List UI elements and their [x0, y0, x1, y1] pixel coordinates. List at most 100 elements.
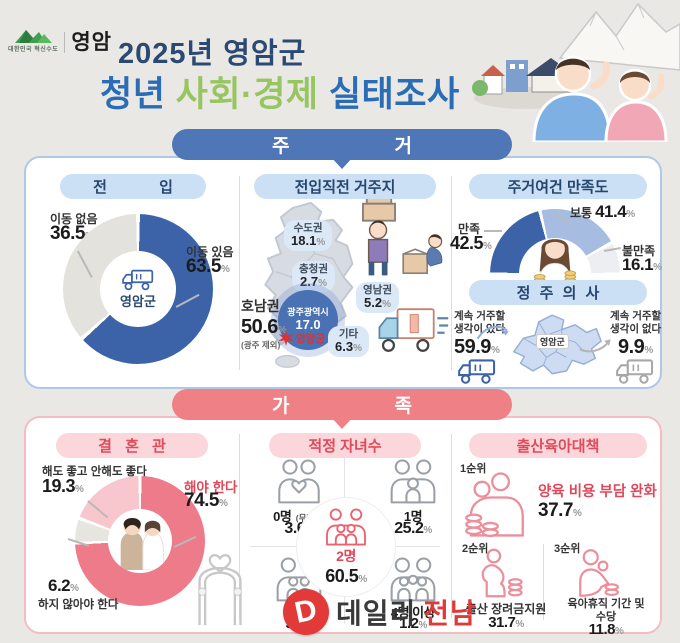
wedding-couple-illustration	[120, 517, 165, 570]
yeongam-marker: 영암군	[278, 330, 325, 346]
wedding-arch-icon	[198, 554, 242, 626]
divider	[239, 176, 240, 370]
childcare-rank2-value: 31.7%	[488, 614, 524, 631]
family-with-coins-icon	[465, 472, 524, 538]
title-youth: 청년	[100, 75, 166, 114]
children-2-highlight: 2명 60.5%	[296, 497, 396, 597]
region-chungcheong-value: 2.7%	[300, 274, 327, 290]
moving-truck-illustration	[378, 308, 449, 352]
section-band-family: 가 족	[172, 389, 512, 429]
region-honam-value: 50.6%	[241, 316, 287, 338]
woman-with-money-illustration	[533, 239, 577, 284]
couple-village-illustration	[472, 2, 680, 142]
truck-icon-leave	[616, 359, 654, 384]
move-value: 63.5%	[186, 256, 230, 277]
page-title-line2: 청년 사회·경제 실태조사	[100, 66, 460, 117]
childcare-rank1-value: 37.7%	[538, 500, 582, 521]
panel-title-settlement: 정 주 의 사	[469, 280, 647, 305]
marriage-should-label: 해야 한다	[184, 480, 238, 495]
children-4-value: 1.2%	[399, 615, 427, 632]
childcare-rank3-value: 11.8%	[588, 621, 624, 638]
panel-title-children: 적정 자녀수	[269, 433, 421, 458]
region-honam: 호남권 50.6% (광주 제외)	[241, 298, 287, 350]
divider	[451, 176, 452, 370]
region-etc: 기타 6.3%	[328, 326, 369, 357]
leader-line	[484, 230, 502, 232]
no-move-label: 이동 없음	[50, 212, 98, 226]
truck-icon-stay	[458, 359, 496, 384]
children-2-value: 60.5%	[325, 565, 367, 586]
children-1-value: 25.2%	[394, 520, 432, 537]
region-chungcheong: 충청권 2.7%	[292, 261, 335, 292]
marriage-donut-center	[108, 509, 172, 573]
region-yeongnam-value: 5.2%	[364, 295, 391, 311]
satisfaction-mid: 보통 41.4%	[570, 202, 635, 221]
region-yeongnam: 영남권 5.2%	[356, 282, 399, 313]
satisfaction-mid-value: 41.4%	[595, 202, 635, 221]
region-sudogwon-value: 18.1%	[291, 233, 326, 249]
housing-panel: 전 입 이동 없음 36.5% 영암군 이동 있음 63.5% 전입직전 거주지…	[24, 156, 662, 389]
yeongam-map-label: 영암군	[536, 334, 569, 349]
childcare-rank3-label: 3순위	[554, 543, 581, 555]
settle-leave-value: 9.9%	[618, 336, 653, 358]
marriage-either-label: 해도 좋고 안해도 좋다	[42, 466, 147, 478]
settle-stay-label: 계속 거주할 생각이 있다	[454, 310, 506, 335]
section-band-housing: 주 거	[172, 129, 512, 169]
band-notch	[330, 156, 354, 181]
panel-title-satisfaction: 주거여건 만족도	[469, 174, 647, 199]
panel-title-prev-residence: 전입직전 거주지	[254, 174, 436, 199]
family-panel: 결 혼 관 해도 좋고 안해도 좋다 19.3% 해야 한다 74.5% 6.2…	[24, 416, 662, 638]
arrow-out-of-map	[579, 339, 611, 353]
childcare-rank1-name: 양육 비용 부담 완화	[538, 484, 657, 500]
family-icon-2-children	[326, 508, 366, 545]
family-icon-1-child	[390, 459, 436, 504]
satisfaction-bad-value: 16.1%	[622, 255, 662, 274]
marriage-either-value: 19.3%	[42, 476, 84, 496]
satisfaction-bad-label: 불만족	[622, 244, 656, 258]
region-sudogwon: 수도권 18.1%	[284, 220, 333, 251]
childcare-rank1-label: 1순위	[460, 463, 487, 475]
childcare-rank3-name: 육아휴직 기간 및 수당	[567, 598, 645, 624]
logo-name: 영암	[64, 32, 112, 53]
satisfaction-good-value: 42.5%	[450, 233, 492, 253]
red-splash-icon	[278, 330, 294, 346]
family-icon-0-children	[278, 459, 320, 504]
region-etc-value: 6.3%	[335, 339, 362, 355]
title-survey: 실태조사	[328, 75, 460, 114]
arrow-into-map	[476, 325, 509, 340]
move-label: 이동 있음	[186, 245, 234, 259]
watermark-logo-icon: D	[278, 584, 334, 640]
marriage-not-value: 6.2%	[48, 576, 79, 595]
movein-center-label: 영암군	[120, 294, 156, 309]
panel-title-movein: 전 입	[60, 174, 206, 199]
watermark-text-black: 데일리	[336, 598, 417, 629]
person-packing-illustration	[402, 234, 443, 274]
divider	[451, 434, 452, 618]
children-4-label: 4명 이상	[390, 605, 436, 620]
mountain-logo-icon	[15, 30, 53, 43]
band-housing-left: 주	[272, 136, 290, 157]
page-title-line1: 2025년 영암군	[118, 38, 307, 70]
family-icon-4plus-children	[390, 557, 436, 602]
logo-slogan: 대한민국 혁신수도	[8, 47, 59, 53]
pregnant-woman-icon	[481, 548, 523, 598]
mother-and-baby-icon	[579, 549, 619, 597]
yeongam-logo: 대한민국 혁신수도 영암	[8, 24, 112, 53]
marriage-not-label: 하지 않아야 한다	[38, 599, 119, 611]
daily-jeonnam-watermark: D 데일리 전남	[278, 584, 477, 640]
watermark-text-red: 전남	[423, 598, 477, 629]
childcare-rank2-label: 2순위	[462, 543, 489, 555]
band-notch	[330, 416, 354, 441]
settle-stay-value: 59.9%	[454, 336, 500, 358]
band-housing-right: 거	[394, 136, 412, 157]
divider	[239, 434, 240, 618]
satisfaction-good-label: 만족	[458, 222, 481, 236]
panel-title-childcare: 출산육아대책	[469, 433, 647, 458]
marriage-should-value: 74.5%	[184, 490, 228, 511]
children-2-label: 2명	[336, 547, 356, 564]
truck-icon	[122, 269, 154, 291]
children-1-label: 1명	[403, 509, 423, 524]
band-family-left: 가	[272, 396, 290, 417]
movein-donut-center: 영암군	[100, 251, 176, 327]
